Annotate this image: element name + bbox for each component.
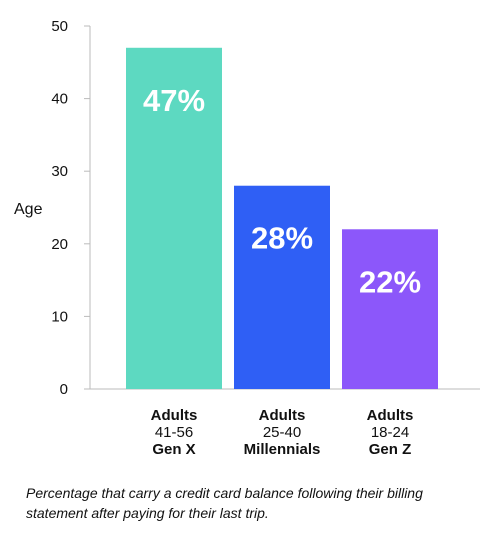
bar <box>342 229 438 389</box>
y-tick-label: 50 <box>51 18 68 35</box>
y-tick-label: 40 <box>51 91 68 108</box>
chart-caption: Percentage that carry a credit card bala… <box>26 485 423 521</box>
bar <box>126 47 222 389</box>
bar-data-label: 28% <box>251 221 313 256</box>
bars <box>126 47 438 389</box>
category-label-line: Adults <box>367 407 414 424</box>
y-tick-label: 0 <box>60 381 68 398</box>
category-group-label: Gen X <box>152 441 195 458</box>
category-label-line: 25-40 <box>263 424 301 441</box>
bar-data-label: 47% <box>143 83 205 118</box>
y-tick-label: 30 <box>51 163 68 180</box>
bar <box>234 185 330 389</box>
y-axis-label: Age <box>14 201 43 218</box>
y-ticks: 0 10 20 30 40 50 <box>51 18 90 398</box>
category-group-label: Millennials <box>244 441 321 458</box>
bar-data-labels: 47% 28% 22% <box>143 83 421 300</box>
category-group-label: Gen Z <box>369 441 412 458</box>
bar-data-label: 22% <box>359 264 421 299</box>
y-tick-label: 20 <box>51 236 68 253</box>
category-label-line: Adults <box>259 407 306 424</box>
category-label-line: 41-56 <box>155 424 193 441</box>
category-label-line: 18-24 <box>371 424 409 441</box>
category-label-line: Adults <box>151 407 198 424</box>
y-tick-label: 10 <box>51 308 68 325</box>
